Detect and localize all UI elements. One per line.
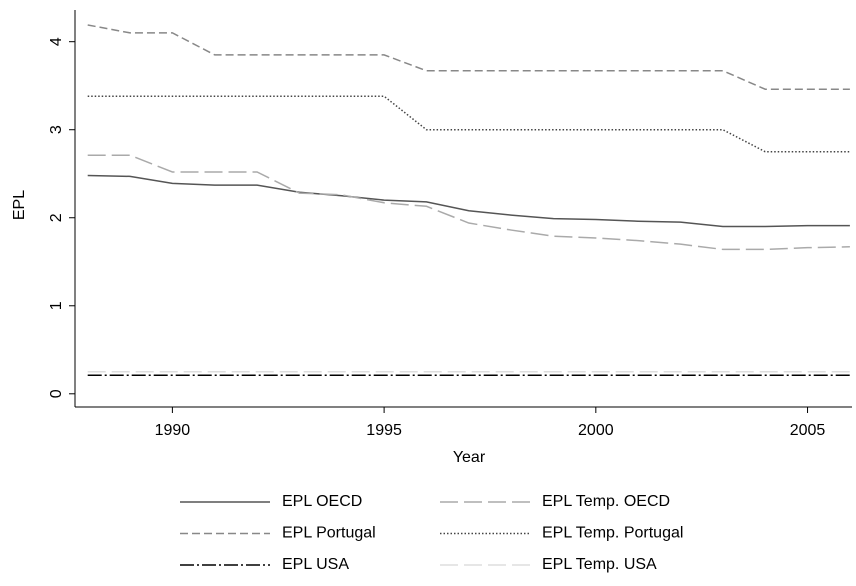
legend-label: EPL Temp. Portugal [542, 525, 683, 542]
y-tick-label: 0 [48, 389, 65, 398]
x-axis-label: Year [453, 449, 486, 466]
y-tick-label: 4 [48, 37, 65, 46]
series-line [87, 95, 850, 153]
y-tick-label: 3 [48, 125, 65, 134]
x-tick-label: 1995 [366, 422, 402, 439]
y-tick-label: 2 [48, 213, 65, 222]
y-tick-label: 1 [48, 301, 65, 310]
x-tick-label: 2005 [790, 422, 826, 439]
y-axis-label: EPL [11, 190, 28, 220]
legend-label: EPL Temp. OECD [542, 493, 670, 510]
x-tick-label: 1990 [155, 422, 191, 439]
x-tick-label: 2000 [578, 422, 614, 439]
legend-label: EPL Temp. USA [542, 556, 657, 573]
series-line [87, 154, 850, 251]
legend-label: EPL USA [282, 556, 349, 573]
legend-label: EPL OECD [282, 493, 362, 510]
legend-label: EPL Portugal [282, 525, 376, 542]
series-line [87, 174, 850, 228]
series-line [87, 24, 850, 90]
